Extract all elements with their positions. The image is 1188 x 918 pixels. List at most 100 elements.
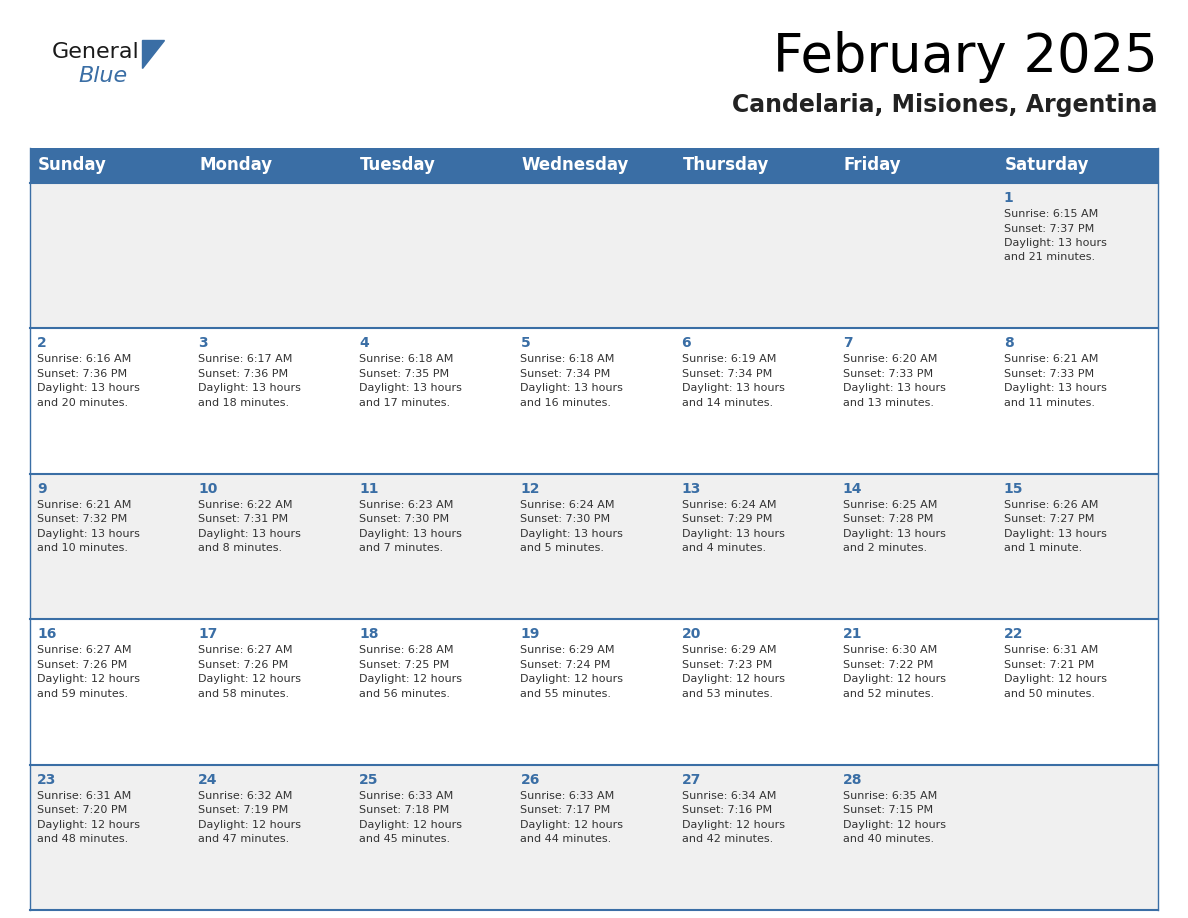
Text: and 14 minutes.: and 14 minutes. [682,397,772,408]
Text: 18: 18 [359,627,379,641]
Bar [30,183,191,329]
Text: Sunrise: 6:17 AM: Sunrise: 6:17 AM [198,354,292,364]
Text: Sunset: 7:29 PM: Sunset: 7:29 PM [682,514,772,524]
Text: and 16 minutes.: and 16 minutes. [520,397,612,408]
Text: Daylight: 13 hours: Daylight: 13 hours [842,384,946,394]
Text: Sunrise: 6:29 AM: Sunrise: 6:29 AM [682,645,776,655]
Bar [191,148,353,183]
Text: Sunset: 7:34 PM: Sunset: 7:34 PM [682,369,772,379]
Text: Daylight: 13 hours: Daylight: 13 hours [682,529,784,539]
Text: Sunrise: 6:16 AM: Sunrise: 6:16 AM [37,354,131,364]
Polygon shape [143,40,164,68]
Bar [191,765,353,910]
Text: Thursday: Thursday [683,156,769,174]
Text: Sunset: 7:16 PM: Sunset: 7:16 PM [682,805,772,815]
Text: and 21 minutes.: and 21 minutes. [1004,252,1095,263]
Text: and 20 minutes.: and 20 minutes. [37,397,128,408]
Text: 27: 27 [682,773,701,787]
Text: Sunset: 7:28 PM: Sunset: 7:28 PM [842,514,933,524]
Bar [675,183,835,329]
Text: and 42 minutes.: and 42 minutes. [682,834,773,844]
Bar [30,765,191,910]
Bar [191,183,353,329]
Text: Daylight: 13 hours: Daylight: 13 hours [842,529,946,539]
Text: Candelaria, Misiones, Argentina: Candelaria, Misiones, Argentina [733,93,1158,117]
Text: Sunset: 7:19 PM: Sunset: 7:19 PM [198,805,289,815]
Text: 11: 11 [359,482,379,496]
Bar [513,183,675,329]
Bar [835,148,997,183]
Bar [675,474,835,620]
Text: Sunrise: 6:25 AM: Sunrise: 6:25 AM [842,499,937,509]
Text: Daylight: 13 hours: Daylight: 13 hours [359,384,462,394]
Text: 24: 24 [198,773,217,787]
Text: Daylight: 12 hours: Daylight: 12 hours [37,820,140,830]
Text: 22: 22 [1004,627,1023,641]
Bar [513,148,675,183]
Text: Wednesday: Wednesday [522,156,628,174]
Text: Sunset: 7:30 PM: Sunset: 7:30 PM [359,514,449,524]
Text: Sunset: 7:36 PM: Sunset: 7:36 PM [198,369,289,379]
Bar [997,620,1158,765]
Text: and 10 minutes.: and 10 minutes. [37,543,128,554]
Text: Daylight: 12 hours: Daylight: 12 hours [682,674,784,684]
Text: Sunrise: 6:24 AM: Sunrise: 6:24 AM [682,499,776,509]
Text: Sunday: Sunday [38,156,107,174]
Text: and 59 minutes.: and 59 minutes. [37,688,128,699]
Text: Sunset: 7:15 PM: Sunset: 7:15 PM [842,805,933,815]
Text: Daylight: 13 hours: Daylight: 13 hours [1004,384,1107,394]
Text: Sunset: 7:31 PM: Sunset: 7:31 PM [198,514,289,524]
Text: Sunset: 7:18 PM: Sunset: 7:18 PM [359,805,449,815]
Bar [997,148,1158,183]
Text: and 18 minutes.: and 18 minutes. [198,397,289,408]
Text: and 13 minutes.: and 13 minutes. [842,397,934,408]
Text: Sunset: 7:25 PM: Sunset: 7:25 PM [359,660,449,670]
Text: 1: 1 [1004,191,1013,205]
Text: 3: 3 [198,336,208,351]
Text: Sunrise: 6:24 AM: Sunrise: 6:24 AM [520,499,615,509]
Text: Sunrise: 6:26 AM: Sunrise: 6:26 AM [1004,499,1098,509]
Text: and 44 minutes.: and 44 minutes. [520,834,612,844]
Text: 6: 6 [682,336,691,351]
Text: General: General [52,42,140,62]
Bar [353,474,513,620]
Bar [997,765,1158,910]
Text: Daylight: 13 hours: Daylight: 13 hours [1004,238,1107,248]
Text: and 48 minutes.: and 48 minutes. [37,834,128,844]
Text: 25: 25 [359,773,379,787]
Text: Daylight: 12 hours: Daylight: 12 hours [682,820,784,830]
Text: Sunrise: 6:27 AM: Sunrise: 6:27 AM [198,645,292,655]
Text: Sunset: 7:21 PM: Sunset: 7:21 PM [1004,660,1094,670]
Text: Sunrise: 6:32 AM: Sunrise: 6:32 AM [198,790,292,800]
Text: Tuesday: Tuesday [360,156,436,174]
Text: 21: 21 [842,627,862,641]
Text: 12: 12 [520,482,539,496]
Text: and 45 minutes.: and 45 minutes. [359,834,450,844]
Text: Daylight: 12 hours: Daylight: 12 hours [198,674,301,684]
Text: Daylight: 12 hours: Daylight: 12 hours [359,674,462,684]
Text: Daylight: 13 hours: Daylight: 13 hours [520,384,624,394]
Text: Sunset: 7:27 PM: Sunset: 7:27 PM [1004,514,1094,524]
Text: Daylight: 13 hours: Daylight: 13 hours [37,384,140,394]
Text: February 2025: February 2025 [773,31,1158,83]
Text: 16: 16 [37,627,56,641]
Text: Sunset: 7:17 PM: Sunset: 7:17 PM [520,805,611,815]
Text: Sunrise: 6:29 AM: Sunrise: 6:29 AM [520,645,615,655]
Text: Sunset: 7:33 PM: Sunset: 7:33 PM [1004,369,1094,379]
Text: Sunset: 7:32 PM: Sunset: 7:32 PM [37,514,127,524]
Text: 20: 20 [682,627,701,641]
Text: Daylight: 12 hours: Daylight: 12 hours [520,820,624,830]
Bar [675,620,835,765]
Bar [353,183,513,329]
Text: 4: 4 [359,336,369,351]
Text: Friday: Friday [843,156,902,174]
Text: and 47 minutes.: and 47 minutes. [198,834,290,844]
Text: Sunrise: 6:21 AM: Sunrise: 6:21 AM [1004,354,1098,364]
Text: and 17 minutes.: and 17 minutes. [359,397,450,408]
Bar [353,765,513,910]
Text: Sunrise: 6:33 AM: Sunrise: 6:33 AM [520,790,614,800]
Text: Sunrise: 6:18 AM: Sunrise: 6:18 AM [359,354,454,364]
Text: Sunset: 7:20 PM: Sunset: 7:20 PM [37,805,127,815]
Bar [191,474,353,620]
Text: Daylight: 12 hours: Daylight: 12 hours [37,674,140,684]
